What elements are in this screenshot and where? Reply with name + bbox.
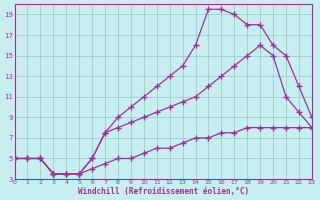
X-axis label: Windchill (Refroidissement éolien,°C): Windchill (Refroidissement éolien,°C) [78, 187, 249, 196]
